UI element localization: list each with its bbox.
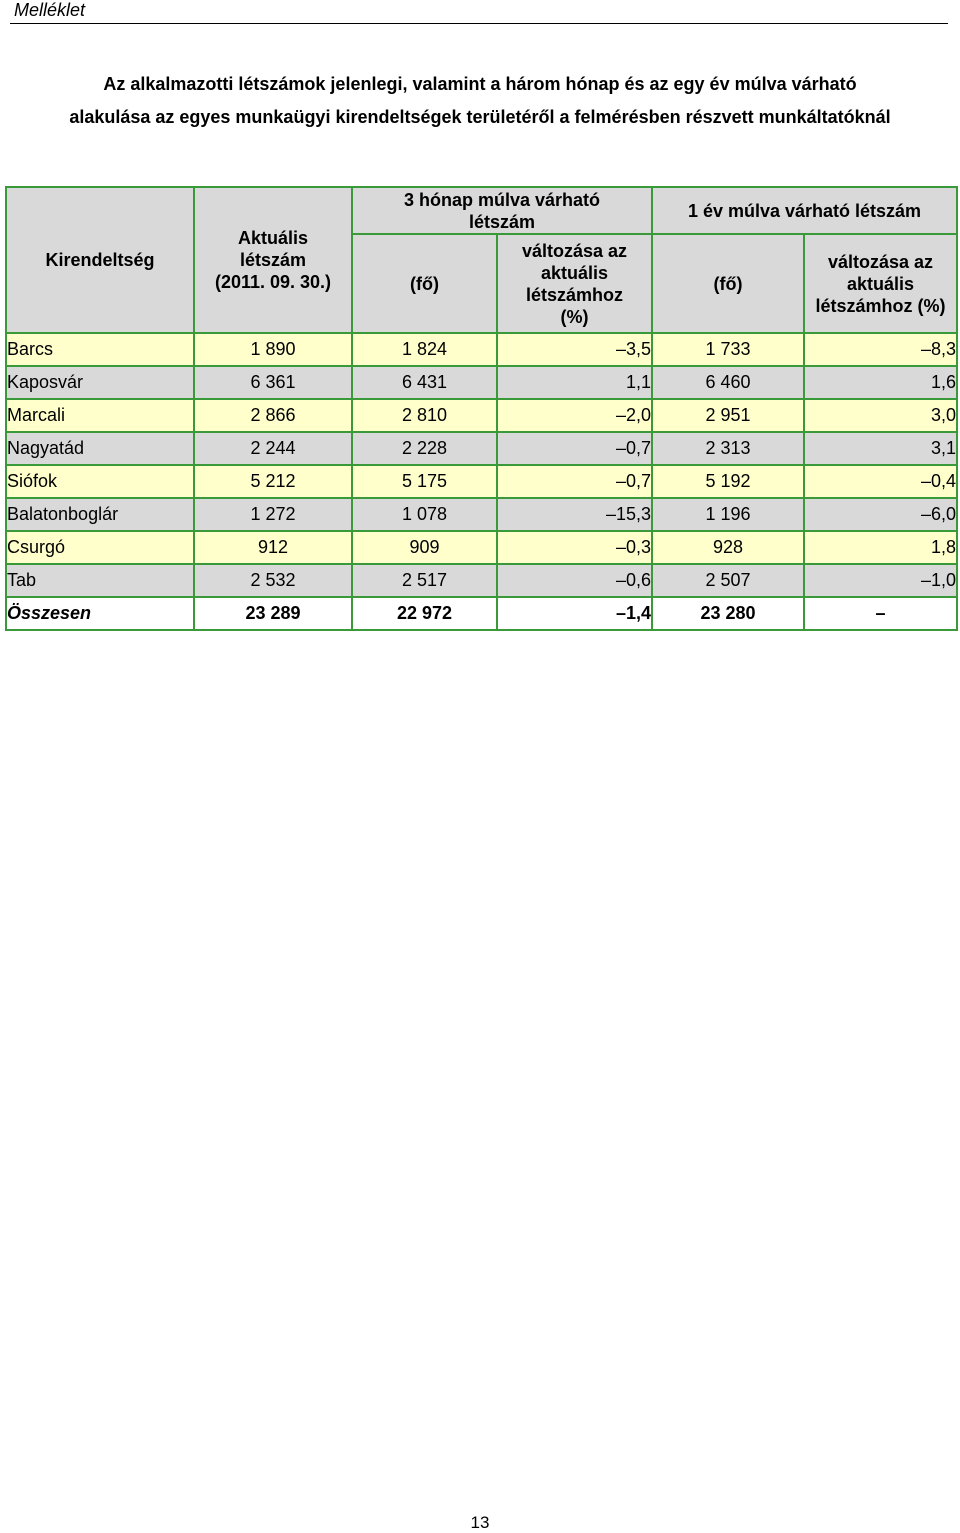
row-3m-pct: –0,7 [496,431,653,466]
header-divider [10,23,948,24]
total-1y: 23 280 [651,596,805,631]
table-row: Nagyatád 2 244 2 228 –0,7 2 313 3,1 [5,431,958,466]
row-current: 2 532 [193,563,353,598]
row-3m: 6 431 [351,365,498,400]
total-current: 23 289 [193,596,353,631]
row-1y-pct: –0,4 [803,464,958,499]
table-row: Tab 2 532 2 517 –0,6 2 507 –1,0 [5,563,958,598]
row-1y: 2 313 [651,431,805,466]
row-name: Siófok [5,464,195,499]
row-current: 6 361 [193,365,353,400]
header-kirendeltseg: Kirendeltség [5,186,195,334]
table-row: Marcali 2 866 2 810 –2,0 2 951 3,0 [5,398,958,433]
row-3m: 5 175 [351,464,498,499]
row-3m: 909 [351,530,498,565]
table-row: Csurgó 912 909 –0,3 928 1,8 [5,530,958,565]
row-1y: 1 733 [651,332,805,367]
table-row: Balatonboglár 1 272 1 078 –15,3 1 196 –6… [5,497,958,532]
row-3m-pct: –2,0 [496,398,653,433]
row-1y: 1 196 [651,497,805,532]
header-three-months: 3 hónap múlva várható létszám [351,186,653,235]
table-row: Siófok 5 212 5 175 –0,7 5 192 –0,4 [5,464,958,499]
total-3m: 22 972 [351,596,498,631]
row-1y: 2 951 [651,398,805,433]
header-3m-persons: (fő) [351,233,498,334]
row-current: 912 [193,530,353,565]
row-name: Kaposvár [5,365,195,400]
headcount-table: Kirendeltség Aktuális létszám (2011. 09.… [5,186,958,631]
row-1y-pct: 3,0 [803,398,958,433]
row-1y-pct: 1,6 [803,365,958,400]
table-row: Barcs 1 890 1 824 –3,5 1 733 –8,3 [5,332,958,367]
document-title-line-1: Az alkalmazotti létszámok jelenlegi, val… [103,74,857,94]
row-name: Tab [5,563,195,598]
table-row: Kaposvár 6 361 6 431 1,1 6 460 1,6 [5,365,958,400]
row-3m: 1 078 [351,497,498,532]
row-current: 1 272 [193,497,353,532]
row-name: Nagyatád [5,431,195,466]
row-1y: 928 [651,530,805,565]
row-3m-pct: –15,3 [496,497,653,532]
row-1y: 2 507 [651,563,805,598]
row-name: Barcs [5,332,195,367]
header-1y-persons: (fő) [651,233,805,334]
row-1y: 6 460 [651,365,805,400]
row-1y-pct: –1,0 [803,563,958,598]
row-3m-pct: –0,6 [496,563,653,598]
row-name: Marcali [5,398,195,433]
document-title-line-2: alakulása az egyes munkaügyi kirendeltsé… [69,107,891,127]
row-3m: 1 824 [351,332,498,367]
row-3m: 2 228 [351,431,498,466]
row-1y-pct: –8,3 [803,332,958,367]
row-current: 1 890 [193,332,353,367]
header-3m-change: változása az aktuális létszámhoz (%) [496,233,653,334]
row-3m: 2 810 [351,398,498,433]
row-current: 5 212 [193,464,353,499]
total-1y-pct: – [803,596,958,631]
header-1y-change: változása az aktuális létszámhoz (%) [803,233,958,334]
row-3m-pct: –0,7 [496,464,653,499]
row-name: Csurgó [5,530,195,565]
row-current: 2 866 [193,398,353,433]
header-one-year: 1 év múlva várható létszám [651,186,958,235]
total-name: Összesen [5,596,195,631]
row-1y-pct: 3,1 [803,431,958,466]
row-3m-pct: –0,3 [496,530,653,565]
row-name: Balatonboglár [5,497,195,532]
header-current-headcount: Aktuális létszám (2011. 09. 30.) [193,186,353,334]
row-3m-pct: –3,5 [496,332,653,367]
page-number: 13 [470,1513,490,1532]
row-current: 2 244 [193,431,353,466]
total-row: Összesen 23 289 22 972 –1,4 23 280 – [5,596,958,631]
row-1y: 5 192 [651,464,805,499]
row-1y-pct: –6,0 [803,497,958,532]
row-3m: 2 517 [351,563,498,598]
row-3m-pct: 1,1 [496,365,653,400]
row-1y-pct: 1,8 [803,530,958,565]
total-3m-pct: –1,4 [496,596,653,631]
header-label: Melléklet [14,0,86,20]
document-title: Az alkalmazotti létszámok jelenlegi, val… [0,68,960,134]
